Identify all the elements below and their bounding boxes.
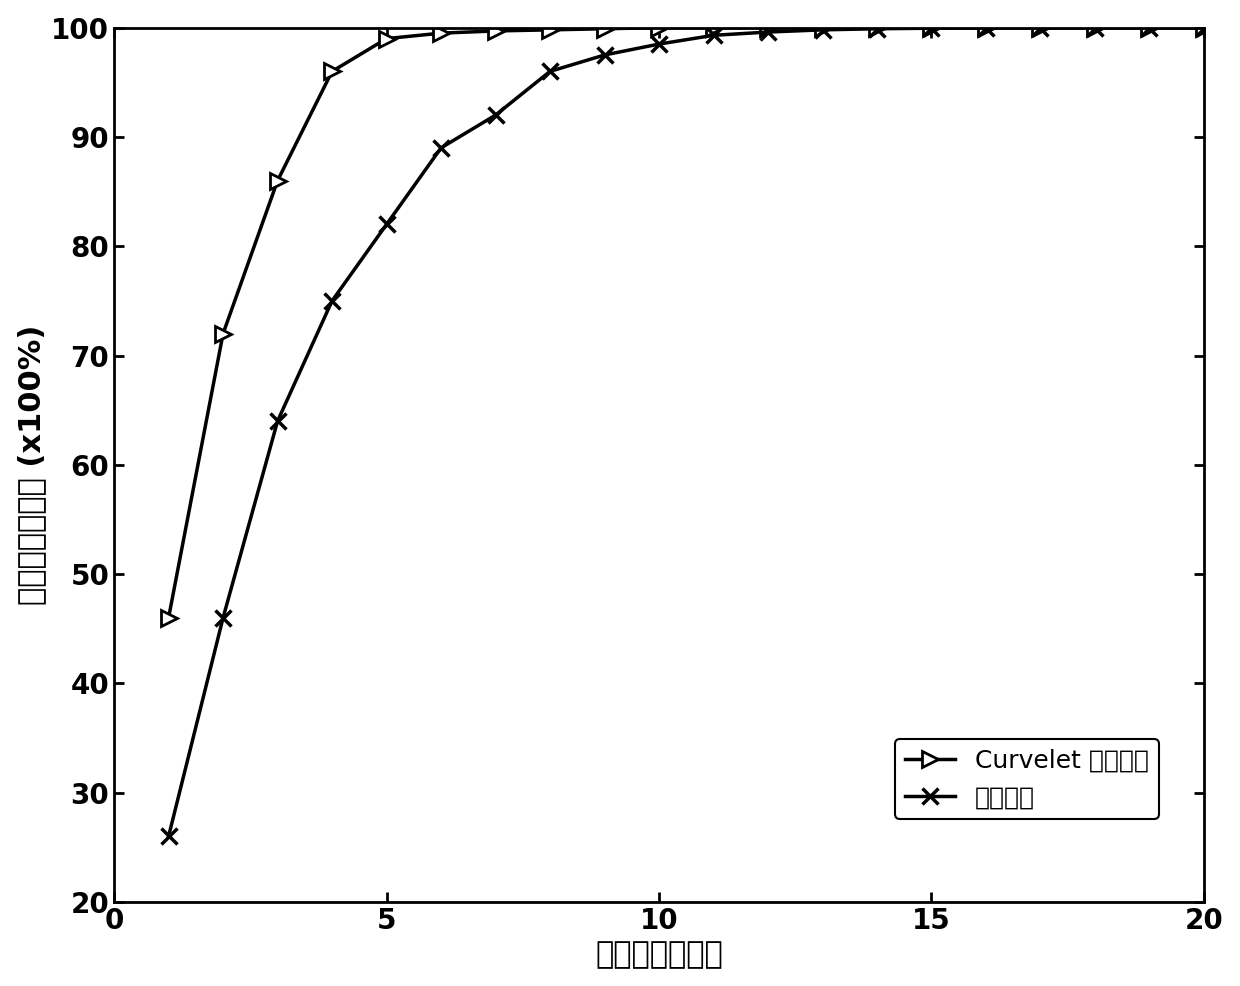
Curvelet 域的数据 [489,25,503,36]
Curvelet 域的数据 [379,33,394,44]
原始数据 [1033,22,1048,34]
原始数据 [760,26,775,37]
Curvelet 域的数据 [1033,22,1048,34]
Curvelet 域的数据 [434,28,449,39]
Curvelet 域的数据 [651,22,666,34]
Curvelet 域的数据 [760,22,775,34]
Y-axis label: 所占能量百分比 (x100%): 所占能量百分比 (x100%) [16,324,46,605]
原始数据 [924,23,939,35]
Legend: Curvelet 域的数据, 原始数据: Curvelet 域的数据, 原始数据 [895,739,1158,819]
原始数据 [1142,22,1157,34]
Curvelet 域的数据 [1087,22,1102,34]
原始数据 [1197,22,1211,34]
Curvelet 域的数据 [706,22,720,34]
原始数据 [1087,22,1102,34]
Curvelet 域的数据 [543,24,558,35]
Curvelet 域的数据 [161,612,176,624]
原始数据 [216,612,231,624]
原始数据 [706,30,720,41]
Curvelet 域的数据 [815,22,830,34]
原始数据 [869,23,884,35]
Curvelet 域的数据 [1197,22,1211,34]
原始数据 [978,22,993,34]
Curvelet 域的数据 [1142,22,1157,34]
原始数据 [489,109,503,121]
原始数据 [379,219,394,231]
Curvelet 域的数据 [216,327,231,339]
原始数据 [598,49,613,61]
原始数据 [325,295,340,307]
原始数据 [815,24,830,35]
原始数据 [270,415,285,427]
Curvelet 域的数据 [325,65,340,77]
原始数据 [543,65,558,77]
原始数据 [434,142,449,154]
Curvelet 域的数据 [924,22,939,34]
Line: Curvelet 域的数据: Curvelet 域的数据 [160,20,1213,626]
Curvelet 域的数据 [270,175,285,186]
原始数据 [651,38,666,50]
Curvelet 域的数据 [869,22,884,34]
Curvelet 域的数据 [598,23,613,35]
原始数据 [161,830,176,842]
Curvelet 域的数据 [978,22,993,34]
X-axis label: 奇异値纤维个数: 奇异値纤维个数 [595,941,723,969]
Line: 原始数据: 原始数据 [161,20,1211,844]
